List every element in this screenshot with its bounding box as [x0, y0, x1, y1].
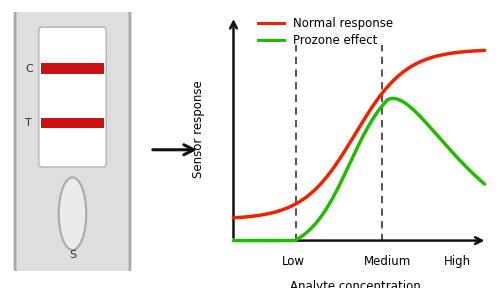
Text: T: T: [26, 118, 32, 128]
Text: Sensor response: Sensor response: [192, 81, 205, 179]
Legend: Normal response, Prozone effect: Normal response, Prozone effect: [253, 13, 398, 52]
Bar: [41, 63, 104, 74]
Text: C: C: [25, 64, 32, 73]
Text: Medium: Medium: [364, 255, 411, 268]
Text: High: High: [444, 255, 471, 268]
Text: Analyte concentration: Analyte concentration: [290, 280, 420, 288]
FancyBboxPatch shape: [39, 27, 106, 167]
Bar: [41, 118, 104, 128]
Text: S: S: [69, 250, 76, 260]
Ellipse shape: [59, 177, 86, 250]
Text: Low: Low: [282, 255, 304, 268]
FancyBboxPatch shape: [15, 1, 130, 281]
